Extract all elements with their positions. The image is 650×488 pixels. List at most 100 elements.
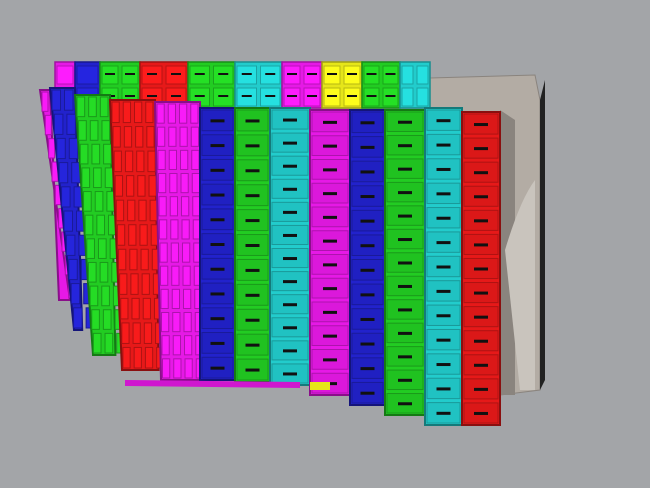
front-panel-column — [384, 109, 426, 416]
panel-cell — [183, 312, 192, 333]
panel-cell — [66, 113, 76, 135]
panel-label — [436, 411, 451, 415]
panel-cell — [169, 196, 178, 217]
panel-label — [125, 73, 135, 75]
panel-label — [171, 73, 181, 75]
panel-label — [360, 219, 375, 223]
panel-cell — [190, 126, 199, 147]
panel-label — [210, 168, 225, 172]
panel-cell — [170, 242, 179, 263]
panel-cell — [140, 248, 149, 271]
front-panel-column — [269, 107, 311, 386]
panel-cell — [91, 309, 100, 330]
panel-label — [398, 261, 412, 265]
panel-cell — [142, 297, 151, 320]
panel-label — [385, 73, 396, 75]
panel-label — [210, 267, 225, 271]
panel-cell — [401, 65, 414, 85]
panel-label — [147, 95, 157, 97]
panel-cell — [63, 210, 73, 232]
panel-label — [210, 218, 225, 222]
panel-cell — [101, 285, 110, 307]
panel-label — [323, 168, 337, 172]
panel-cell — [64, 89, 74, 111]
panel-label — [245, 268, 260, 272]
keel-yellow-panel — [310, 382, 330, 390]
panel-label — [283, 187, 297, 191]
panel-cell — [416, 65, 429, 85]
panel-label — [283, 233, 297, 237]
panel-label — [283, 303, 297, 307]
panel-cell — [121, 322, 130, 344]
panel-label — [194, 95, 205, 97]
panel-cell — [102, 309, 112, 330]
panel-label — [125, 95, 135, 97]
panel-cell — [56, 137, 66, 160]
front-panel-column — [199, 107, 236, 381]
panel-cell — [143, 322, 153, 344]
panel-label — [241, 95, 252, 97]
back-panel-column — [321, 61, 363, 109]
panel-cell — [122, 346, 131, 369]
panel-label — [241, 73, 252, 75]
panel-cell — [131, 297, 140, 320]
panel-label — [474, 315, 488, 319]
panel-cell — [170, 219, 179, 240]
front-panel-column — [73, 94, 125, 356]
back-panel-column — [399, 61, 431, 109]
panel-label — [360, 342, 375, 346]
panel-label — [474, 219, 488, 223]
panel-label — [360, 293, 375, 297]
panel-label — [245, 244, 260, 247]
panel-label — [210, 317, 225, 321]
panel-label — [436, 387, 451, 391]
panel-cell — [137, 175, 146, 197]
panel-cell — [44, 114, 52, 136]
panel-cell — [161, 335, 170, 356]
panel-cell — [169, 173, 178, 194]
panel-label — [366, 95, 377, 97]
panel-label — [265, 73, 276, 75]
panel-label — [360, 170, 375, 174]
panel-label — [436, 216, 451, 220]
panel-label — [398, 308, 412, 312]
panel-cell — [128, 224, 137, 246]
panel-cell — [76, 96, 86, 118]
stern-structure — [429, 74, 545, 396]
panel-label — [474, 363, 488, 367]
back-panel-column — [361, 61, 401, 109]
panel-label — [474, 195, 488, 199]
panel-cell — [191, 149, 200, 170]
panel-label — [323, 358, 337, 362]
panel-label — [323, 287, 337, 291]
panel-label — [474, 147, 488, 151]
panel-cell — [89, 285, 99, 307]
panel-cell — [132, 322, 141, 344]
panel-cell — [113, 150, 122, 173]
panel-label — [283, 372, 297, 376]
panel-cell — [91, 143, 101, 165]
panel-cell — [114, 175, 124, 197]
panel-cell — [129, 248, 138, 271]
panel-label — [360, 317, 375, 321]
panel-cell — [157, 126, 166, 147]
panel-label — [218, 73, 229, 75]
panel-label — [105, 73, 115, 75]
panel-label — [194, 73, 205, 75]
panel-cell — [56, 65, 74, 85]
panel-cell — [41, 91, 49, 112]
panel-cell — [181, 219, 190, 240]
panel-cell — [171, 265, 180, 286]
panel-cell — [70, 283, 81, 305]
panel-cell — [96, 214, 106, 236]
panel-label — [218, 95, 229, 97]
panel-label — [436, 241, 451, 245]
panel-label — [323, 192, 337, 196]
panel-cell — [51, 89, 61, 111]
panel-cell — [192, 196, 201, 217]
panel-label — [474, 291, 488, 295]
panel-label — [283, 257, 297, 261]
front-panel-column — [424, 107, 463, 426]
